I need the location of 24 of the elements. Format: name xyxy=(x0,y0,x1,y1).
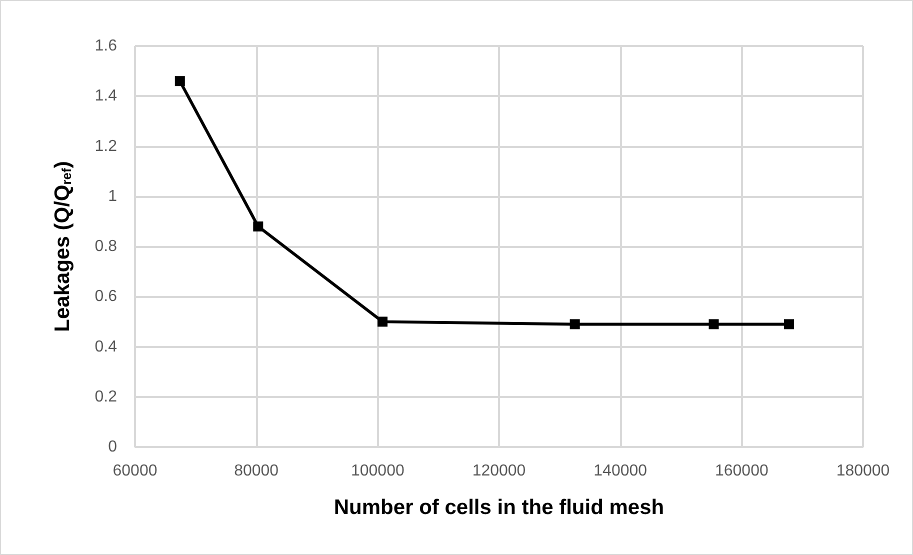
y-tick-label: 0.4 xyxy=(94,338,118,356)
y-tick-label: 1.4 xyxy=(94,88,118,105)
point xyxy=(378,316,388,327)
point xyxy=(253,221,264,232)
x-tick-label: 160000 xyxy=(714,462,768,480)
x-tick-label: 80000 xyxy=(234,462,279,480)
y-tick-label: 0.6 xyxy=(94,288,118,306)
y-tick-label: 0.8 xyxy=(94,238,118,255)
x-tick-label: 140000 xyxy=(594,462,648,480)
y-tick-label: 1 xyxy=(108,188,118,205)
y-tick-label: 1.2 xyxy=(94,138,118,155)
point xyxy=(708,319,719,330)
x-tick-label: 120000 xyxy=(472,462,526,480)
x-axis-title: Number of cells in the fluid mesh xyxy=(334,496,664,519)
y-tick-label: 0.2 xyxy=(94,388,118,406)
x-tick-label: 60000 xyxy=(112,462,158,480)
y-axis-title: Leakages (Q/Qref) xyxy=(51,161,74,332)
point xyxy=(174,76,185,86)
y-tick-label: 0 xyxy=(108,438,118,456)
point xyxy=(784,319,794,330)
x-tick-label: 180000 xyxy=(836,462,890,480)
x-tick-label: 100000 xyxy=(350,462,404,480)
y-tick-label: 1.6 xyxy=(94,38,118,54)
point xyxy=(570,319,580,330)
